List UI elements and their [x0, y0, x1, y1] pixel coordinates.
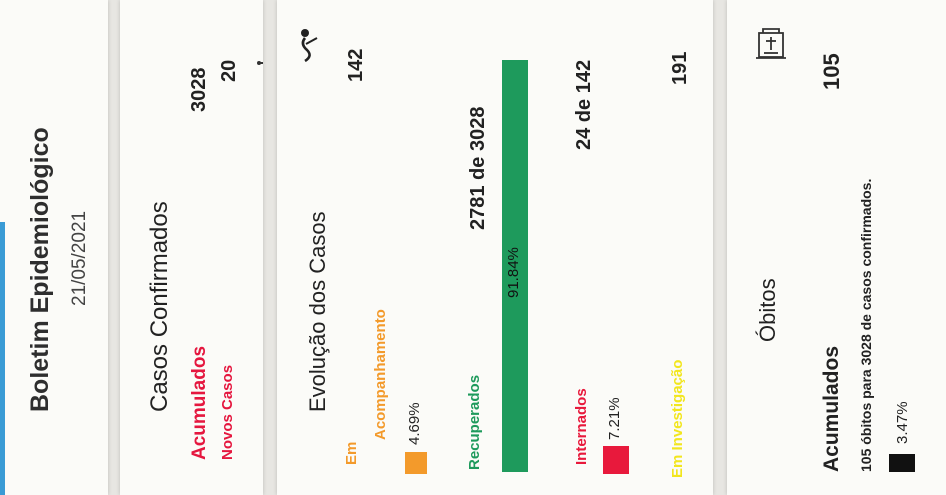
investigation-value: 191: [669, 51, 691, 85]
recovered-bar: [502, 60, 528, 472]
virus-icon: [257, 52, 263, 74]
deaths-note: 105 óbitos para 3028 de casos confirmado…: [858, 178, 874, 472]
monitoring-label-line1: Em: [343, 441, 360, 465]
deaths-percent: 3.47%: [894, 401, 911, 444]
deaths-accumulated-value: 105: [819, 53, 844, 90]
hospitalized-percent: 7.21%: [606, 397, 623, 440]
investigation-label: Em Investigação: [669, 359, 686, 478]
monitoring-bar: [405, 452, 427, 474]
new-cases-label: Novos Casos: [219, 364, 236, 460]
monitoring-label-line2: Acompanhamento: [372, 309, 389, 440]
accumulated-value: 3028: [188, 67, 210, 113]
hospitalized-label: Internados: [573, 388, 590, 465]
new-cases-value: 20: [218, 59, 240, 82]
deaths-bar: [889, 454, 915, 472]
case-evolution-panel: Evolução dos Casos 142 Em Acompanhamento…: [277, 0, 713, 495]
person-icon: [301, 29, 318, 62]
hospitalized-value: 24 de 142: [573, 59, 595, 150]
confirmed-cases-panel: Casos Confirmados Acumulados Novos Casos…: [120, 0, 263, 495]
evolution-title: Evolução dos Casos: [305, 211, 330, 412]
hospitalized-bar: [603, 446, 629, 474]
tombstone-icon: [756, 28, 786, 59]
accumulated-label: Acumulados: [189, 345, 210, 460]
header-panel: Boletim Epidemiológico 21/05/2021: [0, 0, 108, 495]
deaths-panel: Óbitos Acumulados 105 105 óbitos para 30…: [727, 0, 946, 495]
monitoring-value: 142: [345, 48, 367, 82]
deaths-title: Óbitos: [755, 278, 780, 342]
deaths-accumulated-label: Acumulados: [820, 345, 843, 472]
monitoring-percent: 4.69%: [406, 402, 423, 445]
bulletin-title: Boletim Epidemiológico: [26, 127, 54, 412]
header-accent-bar: [0, 222, 5, 495]
bulletin-date: 21/05/2021: [69, 210, 90, 306]
recovered-value: 2781 de 3028: [467, 106, 489, 230]
confirmed-cases-title: Casos Confirmados: [146, 201, 173, 412]
recovered-label: Recuperados: [466, 374, 483, 470]
recovered-percent: 91.84%: [505, 247, 522, 298]
